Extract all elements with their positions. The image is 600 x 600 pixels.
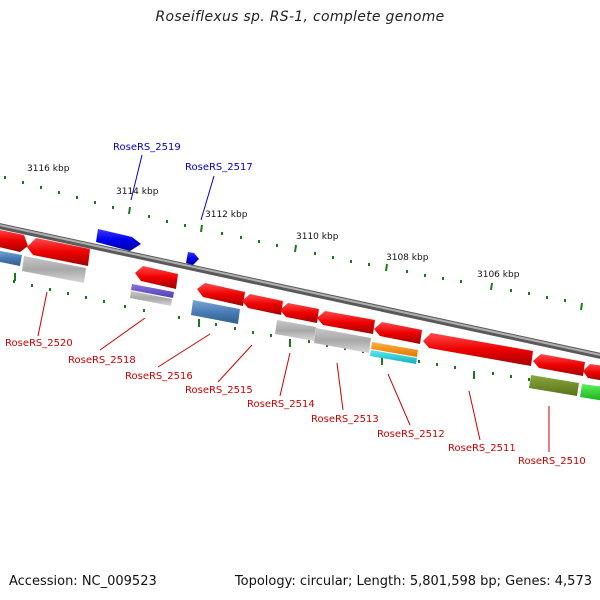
cog-category-bars: [0, 250, 600, 401]
gene-label[interactable]: RoseRS_2515: [185, 385, 253, 396]
gene-label[interactable]: RoseRS_2511: [448, 443, 516, 454]
cds-RoseRS_2518[interactable]: [135, 266, 178, 289]
reverse-strand-features[interactable]: [0, 229, 600, 381]
major-tick-3112: [200, 224, 203, 233]
cds-RoseRS_2517[interactable]: [186, 252, 199, 265]
accession-text: Accession: NC_009523: [9, 574, 157, 589]
major-tick-3106: [490, 282, 493, 291]
gene-labels: RoseRS_2519 RoseRS_2517 RoseRS_2520 Rose…: [5, 142, 586, 467]
tick-label-3112: 3112 kbp: [205, 210, 248, 220]
tick-label-3110: 3110 kbp: [296, 232, 339, 242]
cds-RoseRS_2519[interactable]: [96, 229, 141, 251]
tick-label-3116: 3116 kbp: [27, 164, 70, 174]
cds-RoseRS_2514[interactable]: [280, 303, 319, 323]
cds-RoseRS_2521[interactable]: [0, 229, 28, 252]
map-title: Roseiflexus sp. RS-1, complete genome: [155, 9, 445, 25]
gene-label[interactable]: RoseRS_2519: [113, 142, 181, 153]
gene-label[interactable]: RoseRS_2518: [68, 355, 136, 366]
gene-label[interactable]: RoseRS_2510: [518, 456, 586, 467]
cds-RoseRS_2512[interactable]: [374, 322, 422, 344]
genome-backbone: [0, 223, 600, 359]
gene-label[interactable]: RoseRS_2514: [247, 399, 315, 410]
tick-label-3106: 3106 kbp: [477, 270, 520, 280]
cds-RoseRS_2516[interactable]: [197, 283, 245, 306]
genome-summary-text: Topology: circular; Length: 5,801,598 bp…: [234, 574, 592, 589]
gene-label[interactable]: RoseRS_2516: [125, 371, 193, 382]
cds-RoseRS_2520[interactable]: [27, 238, 90, 266]
major-tick-3114: [128, 206, 131, 215]
tick-label-3114: 3114 kbp: [116, 187, 159, 197]
cds-RoseRS_2509[interactable]: [583, 364, 600, 381]
major-tick-3108: [385, 263, 388, 272]
major-tick-3110: [294, 244, 297, 253]
major-tick-3104: [580, 302, 583, 311]
label-leader-lines: [37, 154, 550, 452]
cds-RoseRS_2515[interactable]: [242, 294, 283, 315]
forward-strand-features[interactable]: [96, 229, 199, 265]
cds-RoseRS_2510[interactable]: [533, 354, 585, 376]
gene-label[interactable]: RoseRS_2512: [377, 429, 445, 440]
gene-label[interactable]: RoseRS_2520: [5, 338, 73, 349]
gene-label[interactable]: RoseRS_2513: [311, 414, 379, 425]
cds-RoseRS_2513[interactable]: [317, 311, 375, 334]
gene-label[interactable]: RoseRS_2517: [185, 162, 253, 173]
tick-label-3108: 3108 kbp: [386, 253, 429, 263]
outer-tick-ring: 3116 kbp 3114 kbp 3112 kbp 3110 kbp 3108…: [4, 164, 583, 311]
cds-RoseRS_2511[interactable]: [423, 333, 533, 366]
